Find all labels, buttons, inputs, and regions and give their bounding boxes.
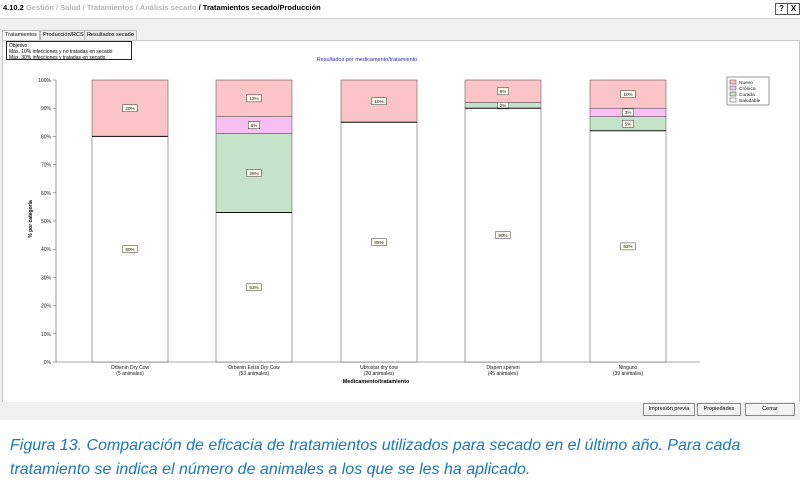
data-label: 8% [500, 89, 507, 94]
stacked-bar-chart: Resultados por medicamento/tratamiento 0… [28, 57, 770, 385]
legend-label: Saludable [739, 98, 761, 104]
figure-caption: Figura 13. Comparación de eficacia de tr… [10, 434, 790, 482]
data-label: 82% [623, 244, 632, 249]
data-label: 53% [249, 285, 258, 290]
data-label-box [246, 169, 262, 177]
breadcrumb-separator: / [198, 3, 201, 12]
data-label: 13% [249, 96, 258, 101]
x-tick-sublabel: (5 animales) [116, 371, 144, 377]
data-label: 3% [625, 110, 632, 115]
objective-title: Objetivo: [9, 43, 29, 49]
objective-box: Objetivo: Máx. 10% infecciones y no trat… [6, 41, 132, 61]
y-tick-label: 100% [38, 78, 51, 84]
legend-label: Nuevo [739, 80, 753, 86]
objective-line: Máx. 30% infecciones y tratadas en secad… [9, 55, 106, 61]
title-bar: 4.10.2 Gestión / Salud / Tratamientos / … [0, 0, 800, 19]
x-tick-label: Ninguno [619, 365, 638, 371]
data-label: 15% [374, 99, 383, 104]
breadcrumb-separator: / [55, 3, 59, 12]
breadcrumb-separator: / [135, 3, 138, 12]
data-label-box [248, 121, 260, 129]
data-label-box [620, 90, 636, 98]
y-tick-label: 0% [44, 360, 52, 366]
objective-line: Máx. 10% infecciones y no tratadas en se… [9, 49, 113, 55]
tab-tratamientos[interactable]: Tratamientos [2, 30, 40, 40]
chart-bars: 80% 20% 53% 28% 6% 13% 85% 15% 90% 2% 8% 82% 5% 3% 10% [91, 79, 667, 363]
data-label: 85% [374, 240, 383, 245]
y-tick-label: 40% [41, 247, 52, 253]
data-label-box [495, 231, 511, 239]
application-window: 4.10.2 Gestión / Salud / Tratamientos / … [0, 0, 800, 420]
data-label-box [122, 245, 138, 253]
x-tick-sublabel: (45 animales) [488, 371, 519, 377]
breadcrumb-number: 4.10.2 [3, 3, 24, 12]
figure-number: Figura 13. [10, 437, 83, 454]
data-label: 20% [125, 106, 134, 111]
data-label-box [622, 119, 634, 128]
bottom-toolbar [0, 402, 800, 420]
x-tick-sublabel: (20 animales) [364, 371, 395, 377]
data-label-box [371, 97, 387, 105]
data-label-box [622, 108, 634, 117]
breadcrumb-current: Tratamientos secado/Producción [202, 3, 321, 12]
data-label: 6% [251, 123, 258, 128]
breadcrumb-item-salud[interactable]: Salud / Tratamientos [60, 3, 134, 12]
print-preview-button[interactable]: Impresión previa [643, 403, 695, 416]
breadcrumb-item-analisis[interactable]: Análisis secado [139, 3, 197, 12]
x-axis-labels: Orbenin Dry Cow(5 animales) Orbenin Extra… [111, 365, 644, 377]
legend-swatch [729, 97, 737, 103]
data-label: 28% [249, 171, 258, 176]
data-label: 2% [500, 103, 507, 108]
y-tick-label: 60% [41, 191, 52, 197]
data-label-box [620, 242, 636, 251]
tab-resultados-secado[interactable]: Resultados secado [84, 30, 137, 40]
x-tick-sublabel: (53 animales) [239, 371, 270, 377]
x-tick-label: Ubrostar dry cow [360, 365, 398, 371]
tab-bar: Tratamientos Producción/RCS Resultados s… [0, 30, 800, 40]
data-label-box [122, 104, 138, 112]
breadcrumb: 4.10.2 Gestión / Salud / Tratamientos / … [3, 3, 321, 12]
legend-label: Curada [739, 92, 755, 98]
data-label: 80% [125, 247, 134, 252]
y-tick-label: 80% [41, 134, 52, 140]
x-tick-label: Dispen spenen [486, 365, 520, 371]
x-tick-label: Orbenin Extra Dry Cow [228, 365, 280, 371]
data-label: 90% [498, 233, 507, 238]
data-label: 5% [625, 122, 632, 127]
data-label-box [246, 94, 262, 103]
figure-caption-text: Comparación de eficacia de tratamientos … [10, 437, 741, 478]
y-tick-label: 50% [41, 219, 52, 225]
data-label-box [246, 283, 262, 292]
legend-swatch [729, 91, 737, 97]
close-button[interactable]: Cerrar [745, 403, 795, 416]
data-label: 10% [623, 92, 632, 97]
properties-button[interactable]: Propiedades [697, 403, 741, 416]
legend-swatch [729, 85, 737, 91]
y-tick-label: 10% [41, 332, 52, 338]
y-tick-label: 90% [41, 106, 52, 112]
legend-label: Crónica [739, 86, 756, 92]
y-tick-label: 20% [41, 304, 52, 310]
legend-swatch [729, 79, 737, 85]
y-tick-label: 30% [41, 275, 52, 281]
x-axis-title: Medicamento/tratamiento [343, 379, 410, 385]
y-tick-label: 70% [41, 163, 52, 169]
x-tick-sublabel: (39 animales) [613, 371, 644, 377]
data-label-box [497, 87, 509, 96]
chart-title: Resultados por medicamento/tratamiento [317, 57, 418, 63]
y-axis-title: % por categoría [28, 200, 34, 238]
data-label-box [371, 238, 387, 246]
breadcrumb-item-gestion[interactable]: Gestión [25, 3, 54, 12]
x-tick-label: Orbenin Dry Cow [111, 365, 150, 371]
